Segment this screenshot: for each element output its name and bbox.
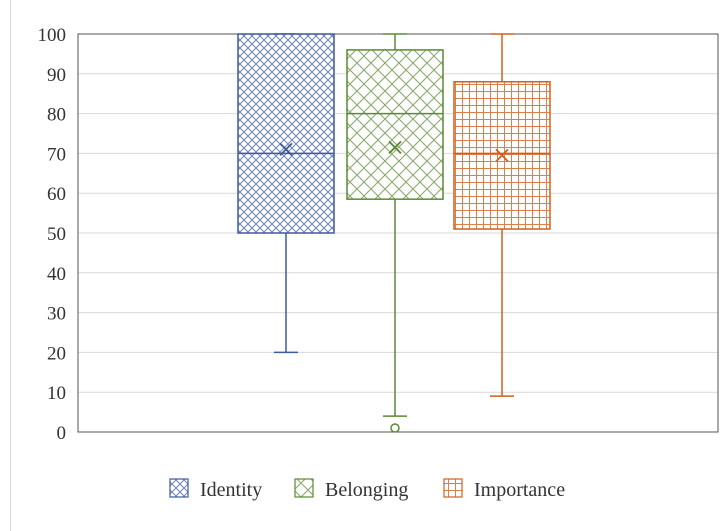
y-tick-label-20: 20: [47, 343, 66, 364]
boxes: [237, 33, 551, 433]
iqr-box-belonging: [346, 49, 444, 200]
y-tick-label-60: 60: [47, 184, 66, 205]
iqr-box-identity: [237, 33, 335, 234]
box-importance: [453, 33, 551, 397]
box-identity: [237, 33, 335, 354]
mean-marker-belonging: [388, 140, 402, 155]
legend-swatch-belonging: [294, 478, 314, 498]
box-belonging: [346, 33, 444, 433]
y-tick-label-40: 40: [47, 264, 66, 285]
y-tick-label-50: 50: [47, 224, 66, 245]
legend-label-identity: Identity: [200, 479, 262, 501]
y-tick-label-80: 80: [47, 105, 66, 126]
legend-swatch-importance: [443, 478, 463, 498]
y-tick-label-10: 10: [47, 383, 66, 404]
y-axis-ticks: 0 10 20 30 40 50 60 70 80 90 100: [38, 25, 67, 444]
legend-item-importance[interactable]: Importance: [443, 478, 565, 501]
legend-item-belonging[interactable]: Belonging: [294, 478, 408, 501]
mean-marker-identity: [279, 142, 293, 157]
legend-label-belonging: Belonging: [325, 479, 408, 501]
legend-item-identity[interactable]: Identity: [169, 478, 262, 501]
left-border-line: [10, 0, 11, 531]
legend-label-importance: Importance: [474, 479, 565, 501]
y-tick-label-90: 90: [47, 65, 66, 86]
gridlines: [78, 73, 718, 393]
y-tick-label-100: 100: [38, 25, 67, 46]
outlier-belonging-0: [390, 423, 400, 433]
y-tick-label-0: 0: [57, 423, 67, 444]
mean-marker-importance: [495, 148, 509, 163]
legend: Identity Belonging Importance: [169, 478, 565, 501]
y-tick-label-70: 70: [47, 144, 66, 165]
legend-swatch-identity: [169, 478, 189, 498]
y-tick-label-30: 30: [47, 304, 66, 325]
